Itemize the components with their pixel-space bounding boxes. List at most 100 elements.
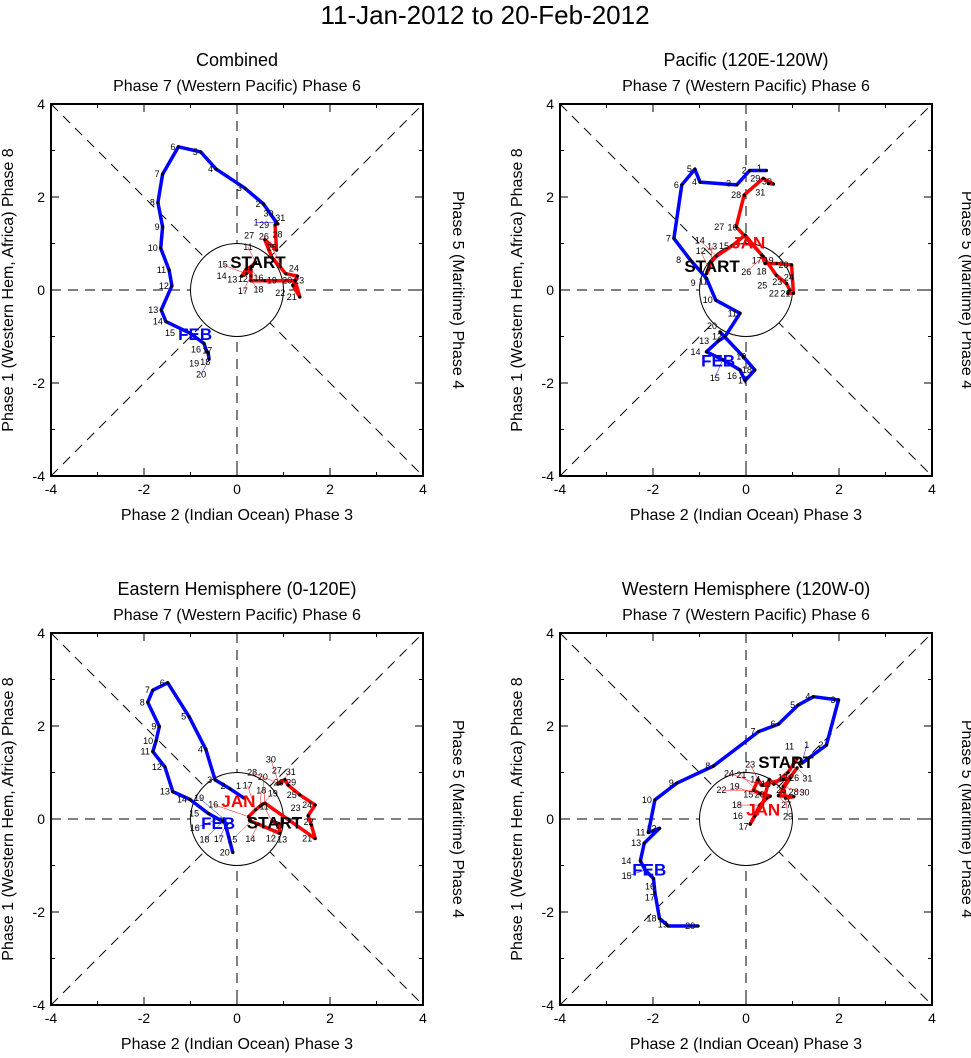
day-label: 5 xyxy=(687,164,692,174)
day-label: 6 xyxy=(771,719,776,729)
day-point xyxy=(286,783,290,787)
day-label: 3 xyxy=(831,695,836,705)
panel-title: Eastern Hemisphere (0-120E) xyxy=(117,579,356,599)
day-label: 16 xyxy=(645,881,655,891)
day-point xyxy=(836,698,841,702)
day-label: 25 xyxy=(267,242,277,252)
day-label: 18 xyxy=(200,357,210,367)
day-point xyxy=(240,274,244,278)
x-tick-label: 0 xyxy=(742,481,750,497)
day-label: 7 xyxy=(155,169,160,179)
top-axis-label: Phase 7 (Western Pacific) Phase 6 xyxy=(622,607,870,624)
day-point xyxy=(774,273,778,277)
day-point xyxy=(730,244,734,248)
day-label: 14 xyxy=(217,271,227,281)
day-label-leader xyxy=(263,236,273,258)
day-point xyxy=(791,291,796,295)
phase-panel: Western Hemisphere (120W-0) Phase 7 (West… xyxy=(509,579,971,1053)
day-label-leader xyxy=(746,256,764,273)
day-label: 26 xyxy=(789,773,799,783)
right-axis-label: Phase 5 (Maritime) Phase 4 xyxy=(958,720,971,918)
y-tick-label: -2 xyxy=(542,375,555,391)
y-tick-label: -4 xyxy=(542,997,555,1013)
day-label-leader xyxy=(785,798,789,817)
x-tick-label: -4 xyxy=(554,481,567,497)
day-point xyxy=(202,341,206,346)
day-point xyxy=(786,291,790,295)
top-axis-label: Phase 7 (Western Pacific) Phase 6 xyxy=(622,78,870,95)
day-point xyxy=(204,747,208,751)
right-axis-label: Phase 5 (Maritime) Phase 4 xyxy=(958,191,971,389)
y-tick-label: 4 xyxy=(37,96,45,112)
day-label: 12 xyxy=(778,773,788,783)
annotation-start: START xyxy=(247,814,303,833)
day-point xyxy=(249,265,253,269)
day-point xyxy=(187,715,191,719)
day-point xyxy=(247,815,251,819)
day-label: 10 xyxy=(703,295,713,305)
day-label: 17 xyxy=(752,255,762,265)
day-label: 19 xyxy=(764,255,774,265)
day-label: 11 xyxy=(636,827,645,837)
day-label: 14 xyxy=(750,774,760,784)
day-label: 10 xyxy=(143,736,153,746)
top-axis-label: Phase 7 (Western Pacific) Phase 6 xyxy=(113,78,361,95)
day-point xyxy=(161,172,165,176)
day-point xyxy=(772,782,776,786)
bottom-axis-label: Phase 2 (Indian Ocean) Phase 3 xyxy=(121,507,353,524)
day-label: 24 xyxy=(289,263,299,273)
day-label: 21 xyxy=(302,834,312,844)
day-label: 16 xyxy=(727,371,737,381)
day-point xyxy=(675,781,679,785)
day-point xyxy=(693,167,697,171)
day-point xyxy=(228,787,232,791)
day-point xyxy=(753,368,757,372)
annotation-start: START xyxy=(758,753,814,772)
day-label: 2 xyxy=(742,165,747,175)
day-label: 16 xyxy=(191,344,201,354)
day-point xyxy=(723,334,727,339)
day-label: 22 xyxy=(769,288,779,298)
day-point xyxy=(653,798,657,802)
day-label: 18 xyxy=(742,365,752,375)
day-point xyxy=(214,167,218,171)
day-point xyxy=(242,796,246,800)
bottom-axis-label: Phase 2 (Indian Ocean) Phase 3 xyxy=(630,507,862,524)
trajectory-feb xyxy=(672,167,767,383)
day-label-leader xyxy=(222,264,247,274)
day-point xyxy=(775,261,779,266)
day-label: 22 xyxy=(275,288,285,298)
day-label-leader xyxy=(801,744,808,764)
day-label: 4 xyxy=(208,164,213,174)
day-point xyxy=(151,749,155,754)
day-label: 13 xyxy=(227,274,237,284)
day-point xyxy=(306,814,310,818)
day-point xyxy=(792,795,796,799)
day-label-leader xyxy=(796,767,808,779)
day-label-leader xyxy=(194,818,219,829)
day-point xyxy=(756,729,761,734)
day-point xyxy=(748,822,752,826)
day-point xyxy=(231,850,235,855)
day-label: 12 xyxy=(646,823,656,833)
day-point xyxy=(766,181,770,186)
day-label: 16 xyxy=(728,222,738,232)
x-tick-label: 4 xyxy=(419,481,427,497)
day-point xyxy=(760,803,764,807)
day-label-leader xyxy=(749,764,759,780)
day-label-leader xyxy=(204,821,224,840)
day-label: 26 xyxy=(259,231,269,241)
y-tick-label: -2 xyxy=(542,904,555,920)
day-point xyxy=(704,276,709,280)
day-label-leader xyxy=(700,250,710,270)
y-tick-label: -4 xyxy=(33,468,46,484)
day-point xyxy=(704,350,709,354)
top-axis-label: Phase 7 (Western Pacific) Phase 6 xyxy=(113,607,361,624)
day-label-leader xyxy=(252,772,279,784)
day-label: 2 xyxy=(818,740,823,750)
day-label: 6 xyxy=(170,142,175,152)
day-label: 23 xyxy=(294,276,304,286)
y-tick-label: 0 xyxy=(37,282,45,298)
day-point xyxy=(642,841,646,845)
day-point xyxy=(707,267,711,271)
